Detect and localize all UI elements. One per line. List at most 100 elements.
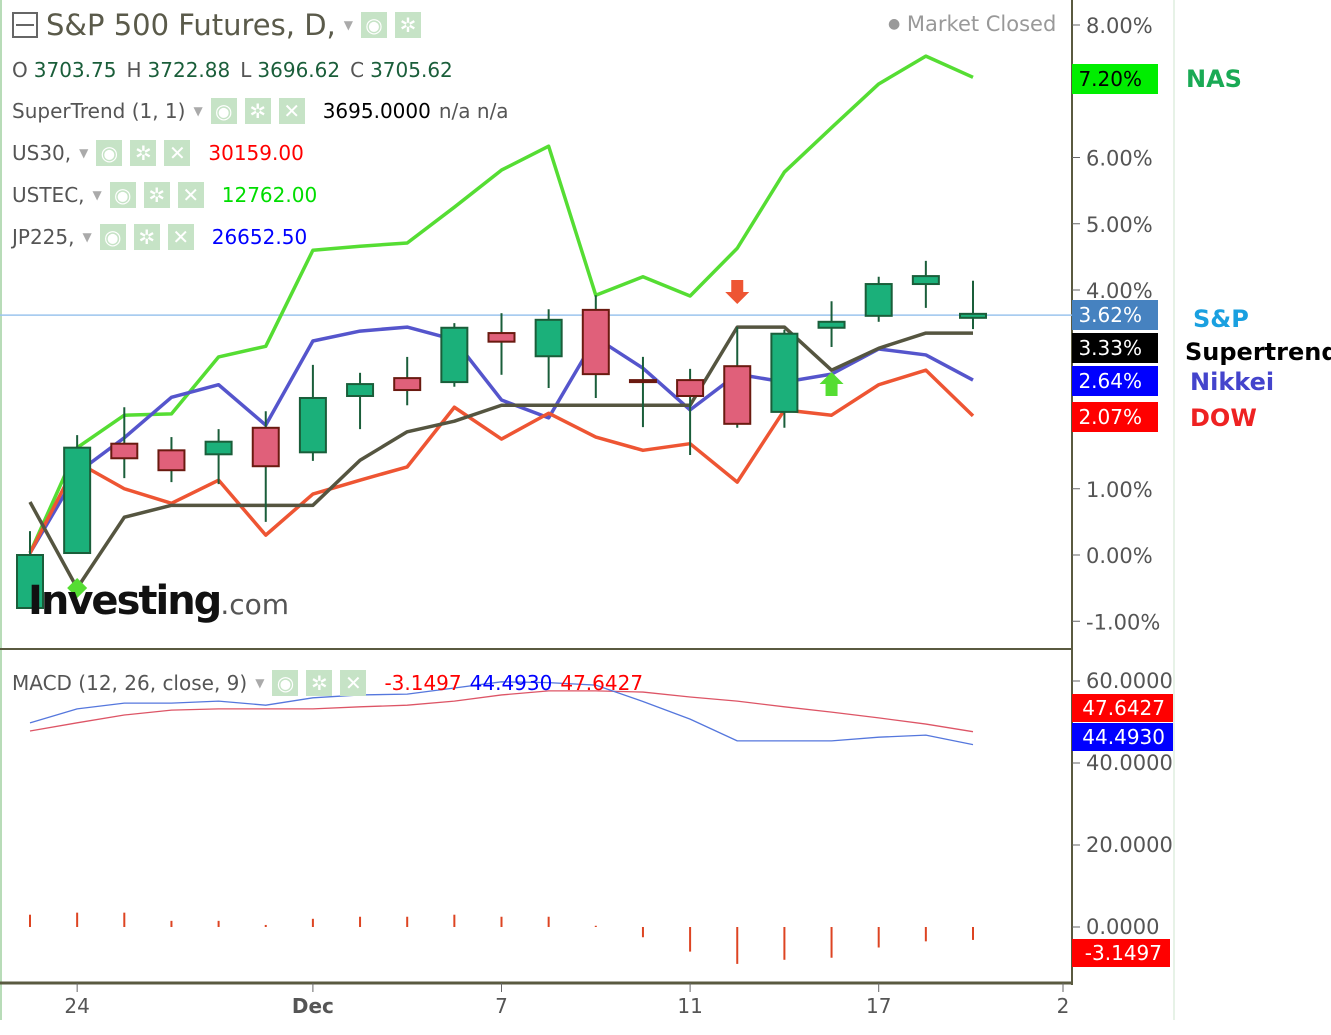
x-tick-label: 2 [1057,994,1070,1018]
gear-icon[interactable]: ✲ [143,182,170,208]
candle-up [864,283,893,317]
gear-icon[interactable]: ✲ [130,140,157,166]
chart-title: S&P 500 Futures, D, [46,8,336,42]
eye-icon[interactable]: ◉ [96,140,123,166]
gear-icon[interactable]: ✲ [133,224,160,250]
indicator-legend-row: USTEC, ▼ ◉ ✲ ✕ 12762.00 [12,182,317,208]
candle-up [817,320,846,329]
caret-down-icon[interactable]: ▼ [255,676,265,690]
nikkei-badge: 2.64% [1072,366,1158,396]
indicator-value: 3695.0000 [322,99,431,123]
nas-label: NAS [1186,65,1242,93]
title-row: S&P 500 Futures, D, ▼ ◉ ✲ [12,8,421,42]
line-supertrend [28,325,973,590]
supertrend-badge: 3.33% [1072,333,1158,363]
status-dot-icon: ● [888,16,901,32]
x-tick-label: 11 [677,994,702,1018]
buy-arrow-up-icon [819,372,844,396]
candle-up [959,312,987,319]
candle-up [534,318,563,358]
candle-down [393,377,422,392]
eye-icon[interactable]: ◉ [272,670,299,696]
macd-line [29,681,974,746]
gear-icon[interactable]: ✲ [244,98,271,124]
eye-icon[interactable]: ◉ [99,224,126,250]
indicator-value: 12762.00 [221,183,318,207]
candle-up [16,554,44,609]
macd-signal-badge: 47.6427 [1072,694,1173,722]
investing-logo: Investing.com [28,578,290,624]
dow-label: DOW [1190,404,1257,432]
buy-diamond-icon [67,578,88,598]
candle-down [676,379,705,398]
caret-down-icon[interactable]: ▼ [79,146,89,160]
collapse-icon[interactable] [12,12,38,38]
indicator-name: US30, [12,141,72,165]
y-tick-label: 1.00% [1086,478,1153,502]
y-tick-label: 6.00% [1086,147,1153,171]
indicator-name: JP225, [12,225,75,249]
x-tick-label: 24 [64,994,89,1018]
macd-line-badge: 44.4930 [1072,723,1173,751]
candle-down [628,379,657,384]
close-icon[interactable]: ✕ [278,98,305,124]
candle-up [440,326,469,384]
candle-down [157,449,186,472]
line-dow [28,368,975,554]
market-status: ● Market Closed [888,12,1057,36]
candle-up [63,446,92,555]
ohlc-open: 3703.75 [33,58,117,82]
close-icon[interactable]: ✕ [177,182,204,208]
candle-up [770,332,799,413]
eye-icon[interactable]: ◉ [360,12,387,38]
candle-down [251,426,280,468]
indicator-name: SuperTrend (1, 1) [12,99,186,123]
macd-line-value: 44.4930 [469,671,553,695]
macd-legend: MACD (12, 26, close, 9) ▼ ◉ ✲ ✕ -3.1497 44… [12,670,644,696]
sell-arrow-down-icon [725,280,750,304]
candle-down [487,332,516,343]
y-tick-label: 5.00% [1086,213,1153,237]
eye-icon[interactable]: ◉ [210,98,237,124]
x-tick-label: Dec [292,994,334,1018]
caret-down-icon[interactable]: ▼ [193,104,203,118]
dow-badge: 2.07% [1072,402,1158,432]
caret-down-icon[interactable]: ▼ [343,18,353,32]
x-tick-label: 17 [866,994,891,1018]
candle-up [298,396,327,454]
indicator-legend-row: JP225, ▼ ◉ ✲ ✕ 26652.50 [12,224,307,250]
y-tick-label: 4.00% [1086,279,1153,303]
sp-label: S&P [1193,305,1249,333]
caret-down-icon[interactable]: ▼ [82,230,92,244]
macd-y-tick-label: 60.0000 [1086,669,1173,693]
x-tick-label: 7 [495,994,508,1018]
gear-icon[interactable]: ✲ [306,670,333,696]
ohlc-close: 3705.62 [370,58,453,82]
indicator-legend-row: SuperTrend (1, 1) ▼ ◉ ✲ ✕ 3695.0000 n/a n/… [12,98,509,124]
supertrend-label: Supertrend [1185,338,1331,366]
candle-up [346,383,375,398]
candle-down [110,442,139,460]
macd-hist-badge: -3.1497 [1072,939,1170,967]
macd-y-tick-label: 0.0000 [1086,915,1159,939]
close-icon[interactable]: ✕ [167,224,194,250]
ohlc-high: 3722.88 [147,58,231,82]
candle-up [911,275,940,286]
indicator-name: USTEC, [12,183,85,207]
y-tick-label: 8.00% [1086,14,1153,38]
macd-signal-line [29,690,974,733]
gear-icon[interactable]: ✲ [394,12,421,38]
nas-badge: 7.20% [1072,64,1158,94]
caret-down-icon[interactable]: ▼ [92,188,102,202]
eye-icon[interactable]: ◉ [109,182,136,208]
indicator-extra: n/a n/a [438,99,509,123]
y-tick-label: -1.00% [1086,610,1160,634]
indicator-value: 30159.00 [208,141,304,165]
candle-down [581,308,610,376]
nikkei-label: Nikkei [1190,368,1275,396]
ohlc-low: 3696.62 [257,58,341,82]
close-icon[interactable]: ✕ [164,140,191,166]
y-tick-label: 0.00% [1086,544,1153,568]
close-icon[interactable]: ✕ [340,670,367,696]
